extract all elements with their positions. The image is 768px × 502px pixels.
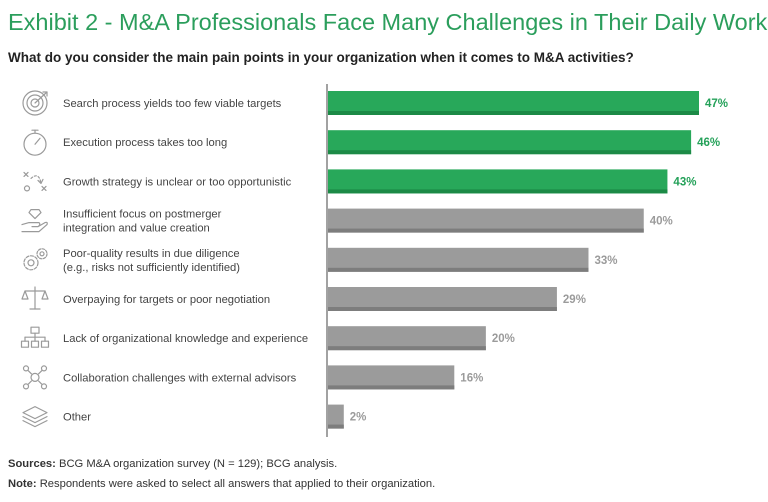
category-label: Poor-quality results in due diligence (e.… [63,248,240,274]
target-icon [22,90,48,116]
hand-diamond-icon [21,209,48,233]
gears-icon [23,248,48,271]
sources-note: Sources: BCG M&A organization survey (N … [8,458,337,470]
layers-icon [22,406,48,428]
strategy-play-icon [23,171,47,192]
bar [328,130,692,155]
stopwatch-icon [23,129,47,156]
data-label: 20% [492,333,515,345]
sources-label: Sources: [8,458,56,470]
data-label: 29% [563,294,586,306]
category-label: Lack of organizational knowledge and exp… [63,333,308,345]
category-label: Overpaying for targets or poor negotiati… [63,294,270,306]
category-label: Insufficient focus on postmerger integrat… [63,209,222,235]
data-label: 33% [594,255,617,267]
bar [328,208,644,233]
note-text: Respondents were asked to select all ans… [36,478,436,490]
respondents-note: Note: Respondents were asked to select a… [8,478,435,490]
data-label: 46% [697,137,720,149]
data-label: 43% [673,176,696,188]
note-label: Note: [8,478,37,490]
sources-text: BCG M&A organization survey (N = 129); B… [55,458,338,470]
data-label: 47% [705,98,728,110]
bar [328,404,344,429]
bar [328,247,589,272]
category-label: Search process yields too few viable tar… [63,98,282,110]
org-chart-icon [20,326,50,348]
category-label: Other [63,412,91,424]
category-label: Execution process takes too long [63,137,227,149]
chart-title: Exhibit 2 - M&A Professionals Face Many … [8,9,768,35]
category-label: Growth strategy is unclear or too opport… [63,176,292,188]
data-label: 16% [460,372,483,384]
bar [328,169,668,194]
data-label: 40% [650,216,673,228]
bar [328,326,486,351]
bar [328,287,557,311]
bar [328,365,455,390]
bar [328,91,699,115]
scales-icon [21,286,49,310]
category-label: Collaboration challenges with external a… [63,372,297,384]
chart-subtitle: What do you consider the main pain point… [8,50,634,65]
data-label: 2% [350,412,367,424]
network-icon [22,365,48,390]
